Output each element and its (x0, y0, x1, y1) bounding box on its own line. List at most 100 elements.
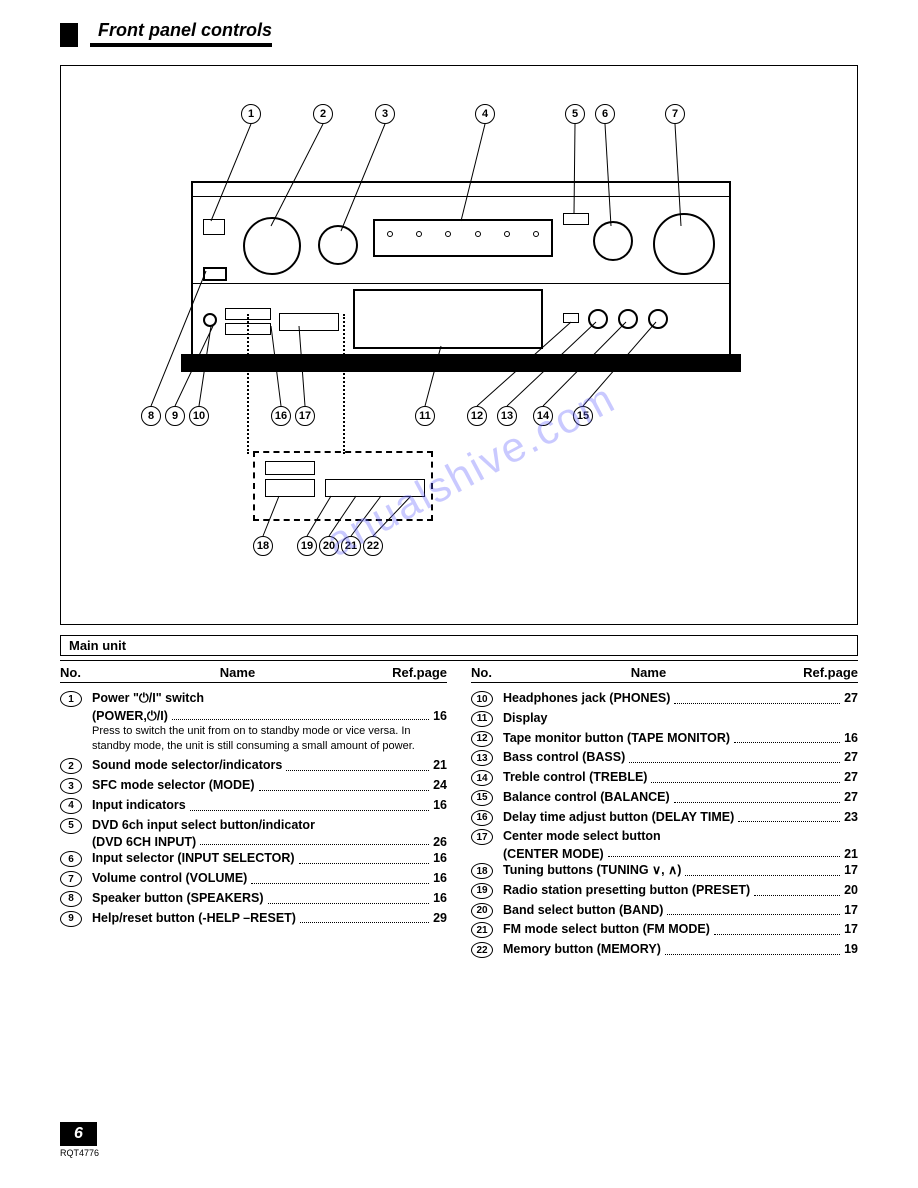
speakers-btn (203, 267, 227, 281)
device-shadow (181, 354, 741, 372)
table-row: 6Input selector (INPUT SELECTOR)16 (60, 849, 447, 868)
device-outline (191, 181, 731, 361)
page-footer: 6 RQT4776 (60, 1122, 99, 1158)
col-header-right: No. Name Ref.page (471, 665, 858, 683)
page-header: Front panel controls (60, 20, 858, 47)
input-panel (373, 219, 553, 257)
callout-15: 15 (573, 406, 593, 426)
entry-note: Press to switch the unit from on to stan… (92, 724, 447, 754)
entry-num: 3 (60, 778, 82, 794)
table-row: 21FM mode select button (FM MODE)17 (471, 920, 858, 939)
entry-text: Balance control (BALANCE)27 (503, 788, 858, 807)
table-row: 7Volume control (VOLUME)16 (60, 869, 447, 888)
entry-num: 11 (471, 711, 493, 727)
left-column: No. Name Ref.page 1Power "⏻/I" switch(PO… (60, 665, 447, 960)
h-ref: Ref.page (788, 665, 858, 680)
entry-text: Sound mode selector/indicators21 (92, 756, 447, 775)
callout-12: 12 (467, 406, 487, 426)
entry-text: Band select button (BAND)17 (503, 901, 858, 920)
diagram-frame: 1 2 3 4 5 6 7 8 9 10 16 17 11 12 13 14 1… (60, 65, 858, 625)
knob-volume (653, 213, 715, 275)
entry-text: Input indicators16 (92, 796, 447, 815)
entry-num: 20 (471, 903, 493, 919)
table-row: 17 Center mode select button (471, 827, 858, 846)
entry-text: FM mode select button (FM MODE)17 (503, 920, 858, 939)
entry-num: 1 (60, 691, 82, 707)
main-display (353, 289, 543, 349)
callout-7: 7 (665, 104, 685, 124)
callout-14: 14 (533, 406, 553, 426)
callout-9: 9 (165, 406, 185, 426)
callout-17: 17 (295, 406, 315, 426)
callout-2: 2 (313, 104, 333, 124)
table-row: 4 Input indicators16 (60, 796, 447, 815)
callout-13: 13 (497, 406, 517, 426)
lower-btns-3 (279, 313, 339, 331)
table-row: 2 Sound mode selector/indicators21 (60, 756, 447, 775)
bass-knob (588, 309, 608, 329)
entry-text: Center mode select button (503, 827, 858, 846)
entry-text: Display (503, 709, 858, 728)
entry-text: Tape monitor button (TAPE MONITOR)16 (503, 729, 858, 748)
table-row: 15Balance control (BALANCE)27 (471, 788, 858, 807)
power-btn (203, 219, 225, 235)
h-name: Name (509, 665, 788, 680)
table-row: 18 Tuning buttons (TUNING ∨, ∧)17 (471, 861, 858, 880)
table-row: 22 Memory button (MEMORY)19 (471, 940, 858, 959)
table-row: 1 Power "⏻/I" switch (60, 689, 447, 708)
callout-8: 8 (141, 406, 161, 426)
dvd-6ch-btn (563, 213, 589, 225)
right-column: No. Name Ref.page 10Headphones jack (PHO… (471, 665, 858, 960)
table-row: 5 DVD 6ch input select button/indicator (60, 816, 447, 835)
treble-knob (618, 309, 638, 329)
phones-jack (203, 313, 217, 327)
entry-num: 13 (471, 750, 493, 766)
entry-sub: (CENTER MODE)21 (503, 847, 858, 861)
table-row: 14Treble control (TREBLE)27 (471, 768, 858, 787)
entry-text: Headphones jack (PHONES)27 (503, 689, 858, 708)
entry-num: 22 (471, 942, 493, 958)
entry-text: Speaker button (SPEAKERS)16 (92, 889, 447, 908)
knob-sound-mode (243, 217, 301, 275)
page-code: RQT4776 (60, 1148, 99, 1158)
detail-box (253, 451, 433, 521)
knob-input-sel (593, 221, 633, 261)
entry-num: 18 (471, 863, 493, 879)
dashed-line-l (247, 314, 249, 454)
callout-3: 3 (375, 104, 395, 124)
entry-text: Volume control (VOLUME)16 (92, 869, 447, 888)
callout-4: 4 (475, 104, 495, 124)
entry-num: 19 (471, 883, 493, 899)
entry-num: 6 (60, 851, 82, 867)
entry-num: 5 (60, 818, 82, 834)
header-block (60, 23, 78, 47)
table-row: 3SFC mode selector (MODE)24 (60, 776, 447, 795)
entry-num: 17 (471, 829, 493, 845)
page-number: 6 (60, 1122, 97, 1146)
entry-num: 2 (60, 758, 82, 774)
h-no: No. (60, 665, 98, 680)
callout-21: 21 (341, 536, 361, 556)
entry-text: DVD 6ch input select button/indicator (92, 816, 447, 835)
entry-text: Radio station presetting button (PRESET)… (503, 881, 858, 900)
callout-20: 20 (319, 536, 339, 556)
balance-knob (648, 309, 668, 329)
dashed-line-r (343, 314, 345, 454)
entry-text: Tuning buttons (TUNING ∨, ∧)17 (503, 861, 858, 880)
h-no: No. (471, 665, 509, 680)
entry-num: 14 (471, 770, 493, 786)
col-header-left: No. Name Ref.page (60, 665, 447, 683)
table-row: 8 Speaker button (SPEAKERS)16 (60, 889, 447, 908)
table-row: 11 Display (471, 709, 858, 728)
entry-text: Memory button (MEMORY)19 (503, 940, 858, 959)
table-row: 13Bass control (BASS)27 (471, 748, 858, 767)
entry-text: Power "⏻/I" switch (92, 689, 447, 708)
entry-num: 16 (471, 810, 493, 826)
entry-num: 9 (60, 911, 82, 927)
entry-num: 4 (60, 798, 82, 814)
callout-22: 22 (363, 536, 383, 556)
h-name: Name (98, 665, 377, 680)
reference-table: No. Name Ref.page 1Power "⏻/I" switch(PO… (60, 660, 858, 960)
table-row: 9Help/reset button (-HELP –RESET)29 (60, 909, 447, 928)
entry-num: 8 (60, 891, 82, 907)
